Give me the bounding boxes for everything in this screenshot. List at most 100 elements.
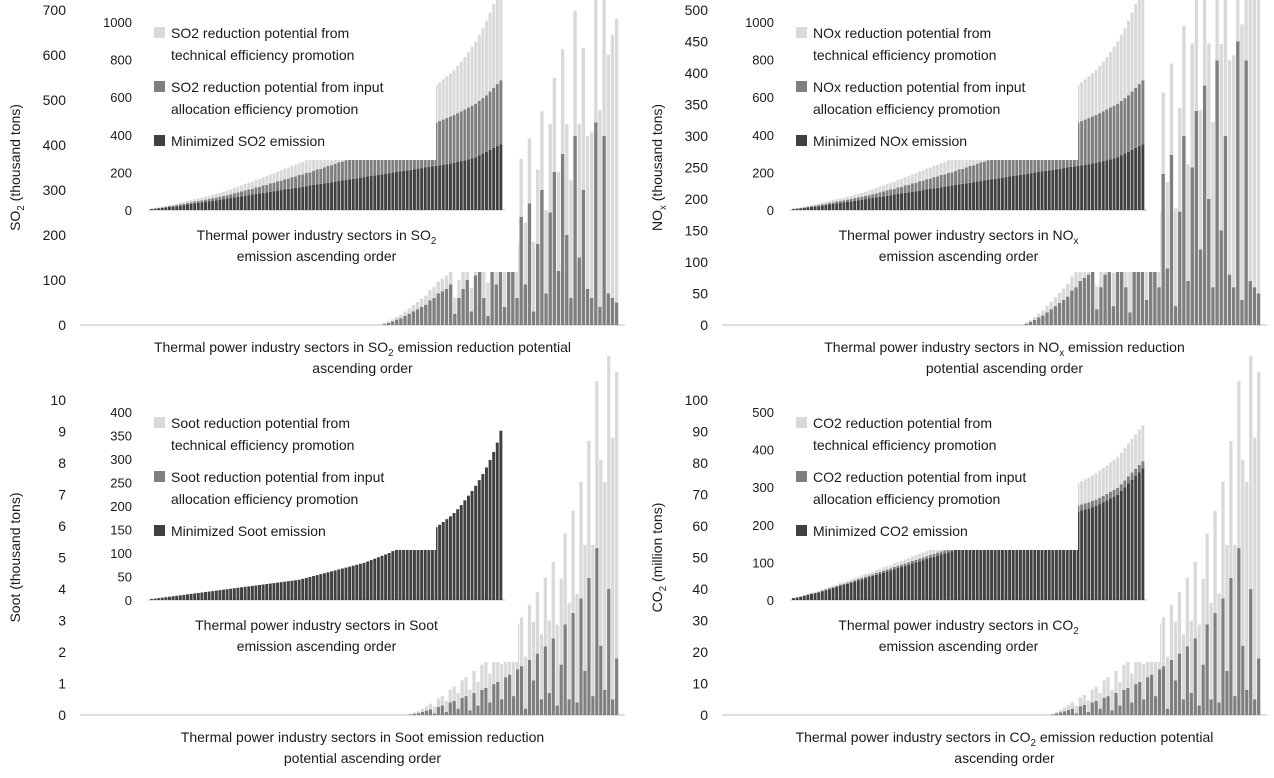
co2-main-bar-s1-105	[1142, 699, 1146, 715]
co2-inset-bar-s1-11	[831, 587, 835, 588]
nox-inset-bar-s0-93	[1126, 20, 1130, 96]
co2-inset-bar-s0-23	[874, 569, 878, 573]
co2-inset-bar-s0-94	[1130, 438, 1134, 473]
co2-main-bar-s1-109	[1157, 669, 1162, 715]
nox-inset-bar-s2-43	[946, 186, 950, 210]
nox-inset-bar-s1-42	[943, 174, 947, 187]
nox-inset-bar-s2-13	[838, 202, 842, 210]
nox-inset-bar-s0-79	[1076, 84, 1080, 123]
soot-inset-bar-s2-88	[466, 495, 470, 600]
so2-inset-bar-s0-89	[470, 47, 474, 106]
nox-inset-bar-s2-64	[1022, 174, 1026, 210]
nox-main-bar-s1-128	[1256, 293, 1261, 325]
nox-inset-bar-s1-31	[903, 185, 907, 193]
soot-main-ytick-label: 6	[58, 518, 66, 534]
co2-main-bar-s0-103	[1134, 653, 1138, 685]
soot-inset-bar-s2-87	[463, 500, 467, 600]
so2-inset-bar-s2-42	[301, 186, 305, 210]
so2-inset-bar-s0-3	[160, 206, 164, 208]
co2-inset-bar-s1-17	[853, 580, 857, 582]
co2-inset-bar-s0-95	[1134, 434, 1138, 469]
co2-main-bar-s0-108	[1154, 653, 1158, 697]
co2-inset-bar-s0-22	[871, 571, 875, 575]
nox-main-bar-s1-79	[1053, 306, 1058, 325]
soot-inset-bar-s2-66	[387, 553, 391, 600]
nox-inset-bar-s2-39	[932, 188, 936, 210]
nox-inset-bar-s1-92	[1123, 98, 1127, 154]
co2-main-bar-s0-127	[1229, 440, 1233, 578]
nox-main-bar-s1-124	[1240, 299, 1244, 325]
co2-inset-ytick-label: 0	[767, 593, 774, 608]
so2-main-bar-s0-101	[502, 262, 507, 307]
so2-main-bar-s1-86	[440, 291, 445, 325]
soot-main-bar-s1-116	[543, 646, 547, 715]
co2-inset-bar-s2-81	[1083, 509, 1087, 600]
so2-inset-bar-s1-89	[470, 105, 474, 159]
co2-inset-bar-s2-7	[817, 592, 821, 600]
co2-inset-bar-s0-38	[928, 549, 932, 555]
nox-inset-bar-s1-34	[914, 182, 918, 192]
nox-main-ytick-label: 250	[685, 160, 709, 176]
so2-inset-bar-s1-36	[279, 180, 283, 191]
so2-inset-bar-s2-70	[402, 170, 406, 210]
nox-inset-bar-s1-16	[849, 198, 853, 202]
so2-inset-bar-s2-0	[150, 209, 153, 210]
soot-main-bar-s0-126	[583, 544, 587, 671]
so2-inset-bar-s1-14	[200, 200, 204, 203]
so2-legend-swatch-0	[154, 27, 165, 38]
so2-main-bar-s0-126	[606, 55, 610, 294]
soot-main-bar-s1-92	[448, 702, 452, 715]
co2-main-bar-s0-113	[1173, 622, 1178, 681]
co2-inset-bar-s1-89	[1112, 489, 1116, 497]
co2-inset-bar-s1-25	[882, 570, 885, 573]
nox-inset-bar-s2-78	[1072, 166, 1076, 210]
co2-inset-bar-s1-9	[824, 589, 828, 591]
so2-inset-bar-s2-43	[304, 186, 308, 210]
nox-inset-bar-s0-6	[813, 204, 817, 206]
co2-main-bar-s1-110	[1161, 666, 1166, 715]
nox-inset-bar-s2-27	[889, 195, 893, 210]
so2-inset-bar-s2-86	[459, 161, 463, 210]
nox-main-bar-s1-105	[1161, 173, 1165, 325]
nox-inset-bar-s0-45	[954, 157, 958, 171]
nox-main-bar-s1-127	[1252, 287, 1257, 325]
nox-inset-bar-s0-3	[802, 206, 806, 208]
soot-inset-bar-s2-23	[232, 588, 236, 600]
nox-inset-bar-s2-85	[1098, 162, 1102, 210]
so2-inset-bar-s0-36	[279, 170, 283, 181]
co2-inset-bar-s0-28	[892, 563, 896, 567]
co2-main-bar-s0-99	[1118, 681, 1122, 706]
so2-inset-bar-s2-77	[427, 166, 431, 210]
soot-inset-bar-s2-93	[484, 467, 488, 600]
so2-inset-bar-s2-10	[186, 204, 189, 210]
so2-inset-bar-s1-88	[466, 107, 470, 160]
so2-inset-bar-s0-6	[171, 204, 175, 206]
nox-inset-bar-s1-36	[921, 180, 925, 191]
soot-inset-bar-s2-6	[171, 596, 175, 600]
nox-inset-bar-s2-77	[1069, 166, 1073, 210]
soot-inset-bar-s2-89	[470, 490, 474, 600]
co2-main-bar-s1-100	[1122, 689, 1126, 715]
so2-main-bar-s1-81	[419, 307, 424, 325]
so2-inset-bar-s0-1	[153, 207, 157, 209]
co2-inset-bar-s2-97	[1141, 468, 1145, 600]
soot-inset-bar-s2-32	[265, 584, 269, 600]
nox-main-bar-s0-124	[1240, 24, 1244, 300]
soot-main-bar-s0-132	[607, 355, 611, 589]
nox-inset-bar-s1-15	[846, 199, 849, 202]
so2-main-bar-s0-128	[614, 19, 619, 303]
co2-main-bar-s1-92	[1090, 702, 1094, 715]
nox-inset-bar-s2-38	[928, 188, 932, 210]
so2-main-ytick-label: 400	[43, 137, 67, 153]
soot-legend-text: Soot reduction potential from input	[171, 469, 384, 485]
co2-inset-bar-s2-8	[820, 591, 824, 600]
so2-inset-bar-s0-80	[438, 82, 442, 122]
so2-main-bar-s0-93	[469, 287, 474, 312]
so2-inset-bar-s2-97	[499, 144, 503, 210]
nox-main-bar-s1-77	[1045, 312, 1049, 325]
soot-main-bar-s1-105	[500, 699, 504, 715]
co2-inset-bar-s0-93	[1126, 443, 1130, 477]
co2-inset-bar-s2-16	[849, 582, 853, 600]
so2-main-bar-s1-112	[548, 212, 552, 325]
